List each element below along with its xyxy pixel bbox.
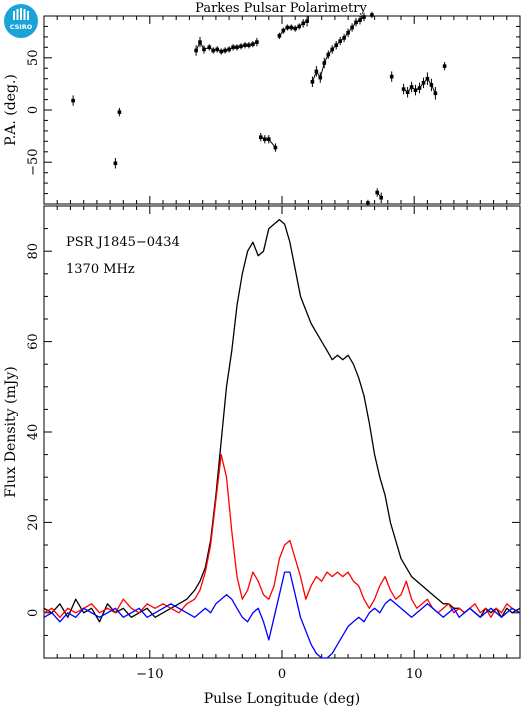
pa-connector: [426, 78, 432, 86]
bottom-x-tick-label: −10: [136, 667, 163, 682]
csiro-logo-text: CSIRO: [10, 23, 33, 31]
pa-connector: [199, 41, 205, 50]
pa-connector: [411, 86, 416, 91]
pa-connector: [407, 86, 412, 93]
frequency-label: 1370 MHz: [66, 262, 135, 277]
bottom-panel-axes: 0 20 40 60 80 −10 0 10: [26, 205, 521, 682]
pa-connector: [213, 48, 218, 51]
pa-connector: [260, 136, 266, 140]
bottom-y-tick-label: 40: [26, 424, 41, 441]
top-y-axis-label: P.A. (deg.): [3, 74, 19, 146]
pa-connector: [331, 44, 337, 50]
pa-point: [113, 161, 118, 166]
pa-connector: [311, 71, 317, 82]
pa-connector: [327, 49, 333, 55]
pa-connector: [203, 46, 210, 50]
pa-connector: [315, 71, 321, 78]
pa-point: [370, 13, 374, 17]
pa-point: [366, 201, 370, 205]
pa-point: [389, 74, 394, 79]
pa-connector: [339, 37, 345, 42]
bottom-y-tick-label: 60: [26, 333, 41, 350]
total-intensity-line: [43, 218, 521, 623]
pa-connector: [415, 87, 420, 91]
pa-connector: [208, 46, 214, 51]
pa-point: [71, 98, 75, 103]
pa-connector: [240, 44, 246, 47]
pa-point: [318, 75, 323, 80]
csiro-logo: CSIRO: [4, 4, 38, 38]
pa-connector: [216, 48, 222, 52]
pa-point: [273, 145, 278, 150]
pa-connector: [347, 27, 353, 34]
pa-connector: [221, 50, 226, 52]
pa-point: [255, 40, 259, 44]
top-y-tick-label: 0: [26, 106, 41, 114]
pa-connector: [403, 88, 408, 93]
pulsar-name-label: PSR J1845−0434: [66, 235, 180, 250]
x-axis-label: Pulse Longitude (deg): [204, 691, 361, 707]
bottom-x-tick-label: 10: [406, 667, 423, 682]
circular-polarization-line: [43, 571, 521, 659]
pa-points: [71, 11, 447, 207]
pa-connector: [291, 27, 296, 29]
pa-connector: [430, 84, 436, 94]
pa-connector: [423, 78, 428, 84]
pa-point: [117, 110, 122, 114]
pa-connector: [298, 22, 304, 27]
pa-point: [442, 64, 447, 68]
pa-connector: [302, 20, 308, 24]
pa-connector: [335, 40, 341, 46]
pa-connector: [252, 41, 258, 45]
pa-connector: [419, 82, 424, 89]
top-y-tick-label: 50: [26, 50, 41, 67]
pa-connector: [343, 32, 349, 39]
linear-polarization-line: [43, 453, 521, 618]
chart-title: Parkes Pulsar Polarimetry: [195, 1, 367, 16]
csiro-logo-bars: [13, 8, 29, 20]
pa-connector: [323, 54, 329, 64]
pa-connector: [228, 46, 234, 50]
pa-point: [433, 91, 438, 96]
pa-connector: [355, 19, 361, 23]
bottom-y-tick-label: 80: [26, 243, 41, 260]
bottom-y-axis-label: Flux Density (mJy): [3, 366, 19, 497]
pa-point: [215, 47, 219, 52]
top-y-tick-label: −50: [26, 148, 41, 175]
top-panel-axes: −50 0 50: [26, 15, 521, 205]
pa-connector: [359, 16, 365, 21]
pa-connector: [268, 138, 276, 148]
top-panel-frame: [43, 15, 521, 205]
pa-connector: [319, 62, 325, 78]
pa-connector: [195, 41, 201, 51]
pa-point: [401, 87, 406, 91]
pa-connector: [294, 25, 300, 29]
pa-connector: [224, 48, 230, 51]
bottom-x-tick-label: 0: [278, 667, 286, 682]
pa-connector: [278, 30, 284, 37]
pa-connector: [248, 43, 254, 46]
pa-connector: [351, 21, 357, 28]
bottom-y-tick-label: 20: [26, 514, 41, 531]
bottom-y-tick-label: 0: [26, 609, 41, 617]
pa-connector: [236, 45, 242, 48]
flux-lines: [43, 218, 521, 659]
csiro-logo-badge: [4, 4, 38, 38]
pa-connector: [376, 192, 382, 199]
pa-connector: [282, 27, 288, 31]
